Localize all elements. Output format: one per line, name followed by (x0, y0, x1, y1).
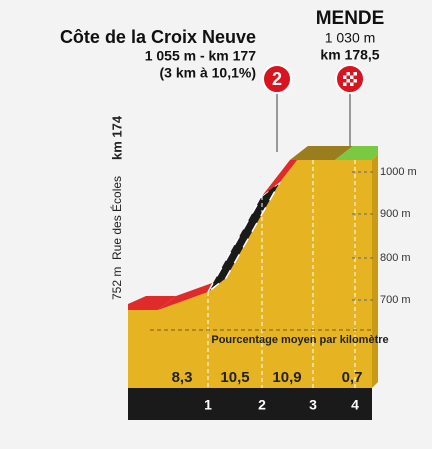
km-marker: 2 (258, 397, 266, 413)
gradient-label: 8,3 (172, 369, 193, 386)
altitude-dashes (352, 171, 376, 301)
finish-altitude: 1 030 m (325, 30, 376, 46)
finish-km: km 178,5 (320, 47, 379, 63)
altitude-label: 800 m (380, 252, 411, 264)
category-marker (262, 64, 292, 94)
road-olive (290, 146, 353, 160)
gradient-label: 10,9 (272, 369, 301, 386)
road-black (208, 182, 280, 292)
gradient-label: 10,5 (220, 369, 249, 386)
altitude-label: 700 m (380, 294, 411, 306)
profile-side (372, 154, 378, 388)
base-strip (128, 388, 372, 420)
start-altitude: 752 m (110, 267, 124, 300)
climb-summit: 1 055 m - km 177 (145, 48, 257, 64)
climb-name: Côte de la Croix Neuve (60, 27, 256, 47)
finish-name: MENDE (316, 8, 385, 29)
km-marker: 3 (309, 397, 317, 413)
km-lines (207, 160, 356, 388)
checkered-flag (343, 72, 357, 86)
km-marker: 1 (204, 397, 212, 413)
profile-face (128, 160, 372, 388)
start-street: Rue des Écoles (109, 176, 124, 260)
climb-detail: (3 km à 10,1%) (160, 65, 257, 81)
start-km: km 174 (109, 115, 124, 160)
altitude-label: 1000 m (380, 166, 417, 178)
road-green (335, 146, 378, 160)
road-red (158, 278, 226, 310)
km-marker: 4 (351, 397, 359, 413)
category-label: 2 (272, 69, 282, 89)
caption: Pourcentage moyen par kilomètre (211, 334, 388, 346)
altitude-label: 900 m (380, 208, 411, 220)
road-red (128, 296, 176, 310)
gradient-label: 0,7 (342, 369, 363, 386)
start-label: 752 m Rue des Écoles km 174 (109, 115, 124, 300)
